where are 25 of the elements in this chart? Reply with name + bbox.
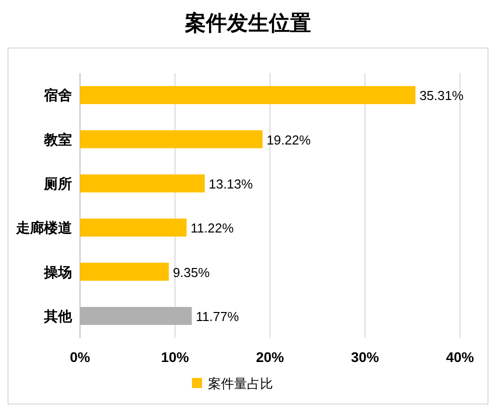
bar bbox=[80, 218, 187, 237]
data-label: 11.77% bbox=[196, 308, 240, 324]
data-label: 35.31% bbox=[419, 88, 464, 104]
bar bbox=[80, 130, 263, 148]
x-tick-label: 10% bbox=[160, 349, 190, 365]
chart-title: 案件发生位置 bbox=[184, 11, 311, 35]
x-tick-label: 20% bbox=[256, 349, 285, 365]
data-label: 19.22% bbox=[266, 132, 312, 148]
bar bbox=[80, 86, 416, 104]
y-tick-label: 走廊楼道 bbox=[15, 220, 73, 236]
x-tick-label: 0% bbox=[70, 349, 91, 365]
y-tick-label: 操场 bbox=[43, 264, 72, 280]
data-label: 13.13% bbox=[208, 176, 254, 192]
bar bbox=[80, 174, 205, 192]
y-tick-label: 其他 bbox=[43, 308, 73, 324]
bar bbox=[80, 306, 192, 325]
data-label: 11.22% bbox=[190, 220, 234, 236]
y-tick-label: 厕所 bbox=[43, 175, 72, 192]
data-label: 9.35% bbox=[172, 264, 210, 280]
y-tick-label: 教室 bbox=[43, 131, 72, 148]
legend-label: 案件量占比 bbox=[208, 376, 273, 391]
x-tick-label: 40% bbox=[446, 349, 475, 365]
y-tick-label: 宿舍 bbox=[43, 87, 72, 104]
bar bbox=[80, 262, 169, 281]
x-tick-label: 30% bbox=[350, 349, 380, 365]
